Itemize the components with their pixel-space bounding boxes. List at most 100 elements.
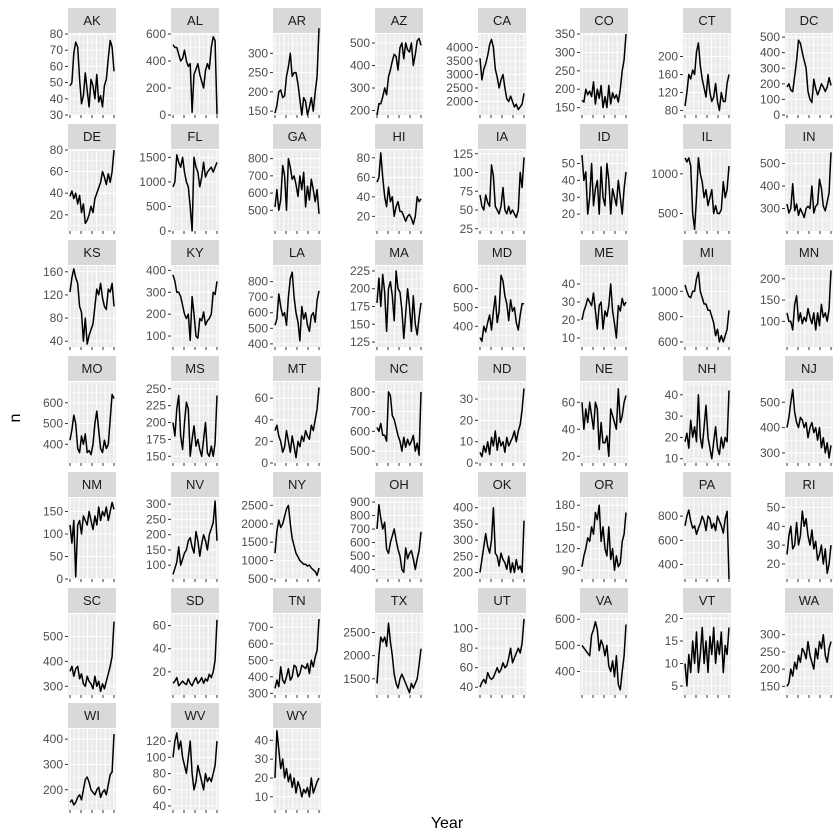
series-line-ks [69,268,115,345]
y-tick-label-wi: 300 [43,757,63,771]
y-tick-label-mo: 400 [43,437,63,451]
y-tick-label-mi: 800 [658,310,678,324]
series-line-fl [172,154,218,232]
y-tick-label-nm: 0 [56,572,63,586]
strip-label-mn: MN [799,245,819,260]
strip-label-va: VA [596,593,613,608]
strip-label-ak: AK [83,13,101,28]
series-line-wy [274,730,320,798]
y-tick-label-ga: 500 [248,203,268,217]
y-tick-label-id: 30 [562,190,576,204]
strip-label-ct: CT [698,13,715,28]
y-tick-label-ky: 100 [146,329,166,343]
y-tick-label-ia: 50 [460,203,474,217]
y-tick-label-il: 500 [658,207,678,221]
series-line-tn [274,618,320,689]
y-tick-label-dc: 300 [760,61,780,75]
y-axis-title: n [7,414,24,423]
strip-mn [785,240,833,265]
y-tick-label-la: 800 [248,275,268,289]
series-line-az [376,37,422,116]
series-line-la [274,271,320,342]
strip-label-nm: NM [82,477,102,492]
panel-ia: IA 25 50 75 100 125 [453,124,526,236]
series-line-pa [684,509,730,580]
strip-ga [273,124,321,149]
y-tick-label-ny: 2000 [241,517,268,531]
panel-wi: WI 200 300 400 [43,703,116,813]
series-line-oh [376,504,422,574]
strip-co [580,8,628,33]
y-tick-label-sc: 300 [43,679,63,693]
y-tick-label-wa: 250 [760,645,780,659]
strip-label-wi: WI [84,708,100,723]
y-tick-label-nc: 800 [350,385,370,399]
strip-label-la: LA [289,245,305,260]
y-tick-label-wa: 300 [760,628,780,642]
series-line-ut [479,618,525,688]
y-tick-label-vt: 10 [665,657,679,671]
y-tick-label-va: 400 [555,664,575,678]
strip-label-ny: NY [288,477,306,492]
grid-va [580,614,628,695]
y-tick-label-ga: 800 [248,152,268,166]
series-line-co [581,33,627,109]
y-tick-label-tn: 700 [248,620,268,634]
series-line-sd [172,619,218,687]
y-tick-label-la: 600 [248,306,268,320]
series-line-ga [274,157,320,214]
y-tick-label-mi: 1000 [651,284,678,298]
strip-label-ks: KS [83,245,101,260]
y-tick-label-mt: 0 [261,456,268,470]
series-line-ok [479,506,525,574]
y-tick-label-ri: 30 [767,538,781,552]
strip-label-ia: IA [496,129,509,144]
panel-nj: NJ 300 400 500 [760,356,833,466]
y-tick-label-co: 250 [555,64,575,78]
panel-me: ME 10 20 30 40 [562,240,628,350]
y-tick-label-nc: 500 [350,444,370,458]
strip-mo [68,356,116,381]
grid-de [68,149,116,231]
series-line-wa [786,633,832,687]
panel-tn: TN 300 400 500 600 700 [248,588,321,700]
y-tick-label-ar: 250 [248,66,268,80]
panel-mt: MT 0 20 40 60 [255,356,321,470]
y-tick-label-nj: 500 [760,395,780,409]
y-tick-label-id: 20 [562,207,576,221]
y-tick-label-nv: 200 [146,528,166,542]
strip-nc [375,356,423,381]
strip-label-nh: NH [698,361,717,376]
strip-label-pa: PA [699,477,716,492]
y-tick-label-dc: 500 [760,30,780,44]
y-tick-label-ny: 500 [248,572,268,586]
grid-nm [68,498,116,580]
y-tick-label-al: 600 [146,27,166,41]
y-tick-label-ca: 2500 [446,81,473,95]
panel-nd: ND 0 10 20 30 [460,356,526,470]
strip-hi [375,124,423,149]
strip-tn [273,588,321,613]
y-tick-label-ga: 700 [248,169,268,183]
strip-dc [785,8,833,33]
strip-fl [171,124,219,149]
series-line-ms [172,394,218,458]
strip-ri [785,472,833,497]
y-tick-label-dc: 400 [760,46,780,60]
y-tick-label-in: 400 [760,179,780,193]
strip-pa [683,472,731,497]
y-tick-label-ut: 60 [460,661,474,675]
y-tick-label-wv: 100 [146,750,166,764]
panel-ut: UT 40 60 80 100 [453,588,526,698]
strip-label-wv: WV [185,708,206,723]
panel-nc: NC 500 600 700 800 [350,356,423,466]
strip-label-hi: HI [393,129,406,144]
strip-nd [478,356,526,381]
y-tick-label-ar: 200 [248,85,268,99]
y-tick-label-me: 10 [562,331,576,345]
panel-ny: NY 500 1000 1500 2000 2500 [241,472,321,586]
y-tick-label-md: 600 [453,282,473,296]
